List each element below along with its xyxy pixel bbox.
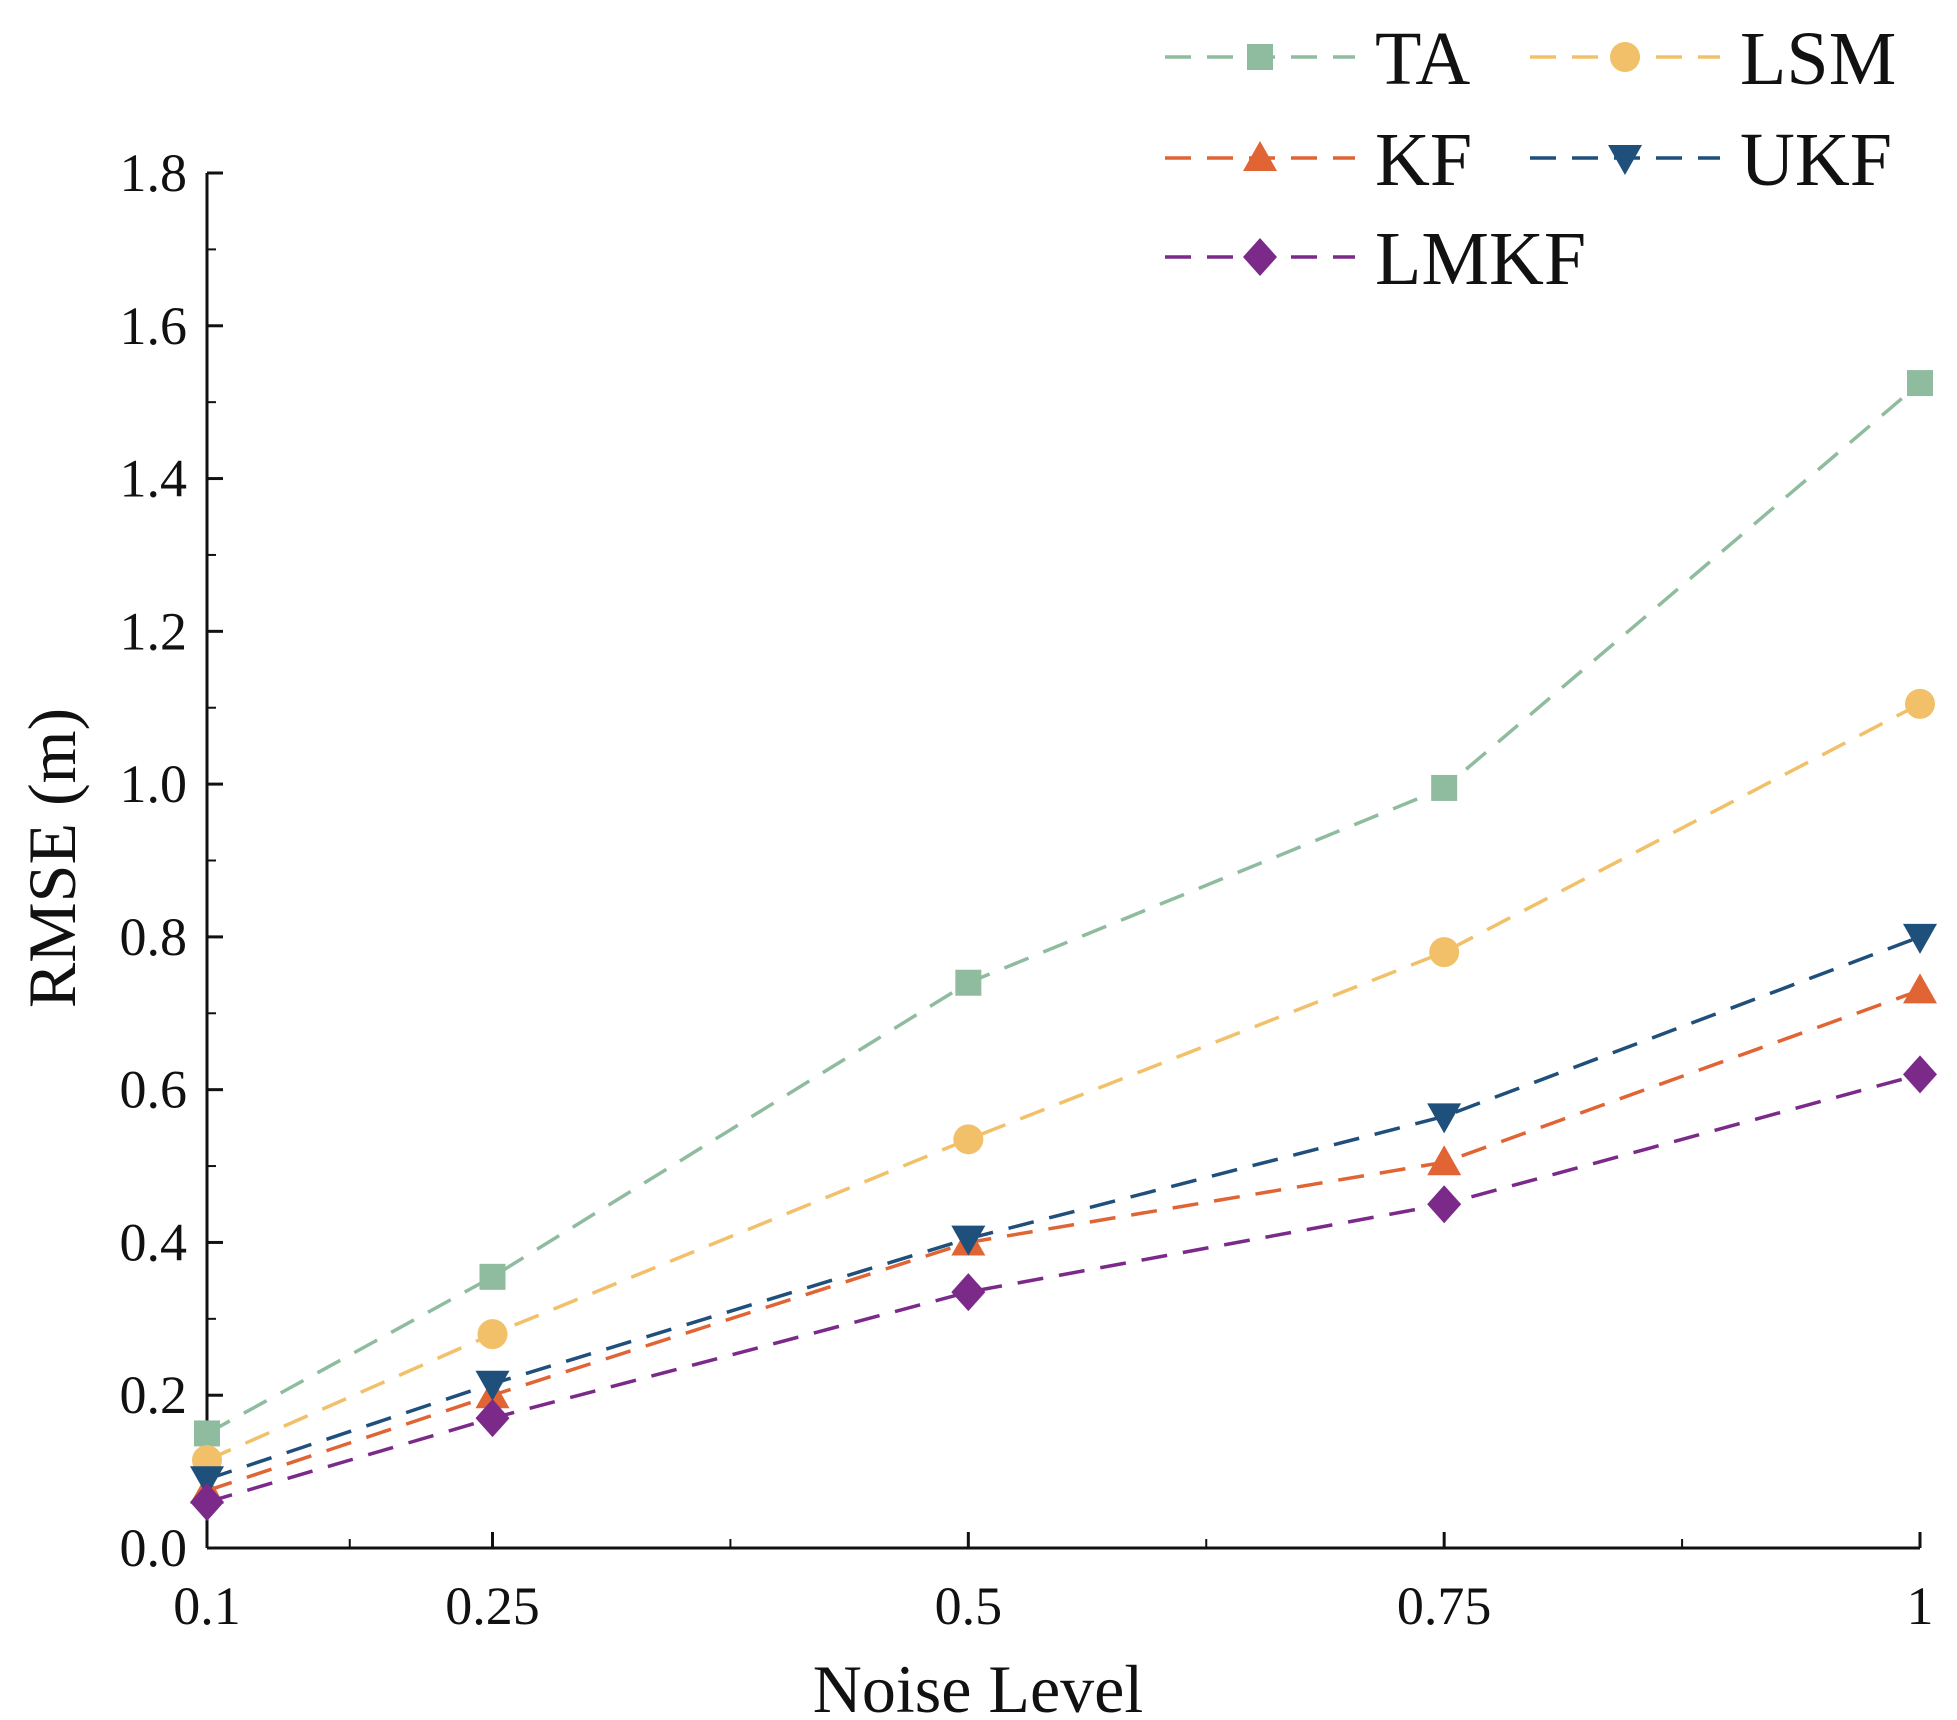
data-point-ukf [951, 1225, 986, 1256]
y-tick-label: 0.0 [120, 1518, 188, 1578]
series-line-ukf [206, 935, 1921, 1481]
data-point-ta [1431, 774, 1458, 801]
legend-label-lsm: LSM [1740, 17, 1896, 101]
data-point-ta [194, 1420, 220, 1447]
y-tick-label: 1.4 [120, 449, 188, 509]
y-tick-label: 0.2 [120, 1365, 188, 1425]
data-point-lmkf [1427, 1185, 1462, 1224]
data-point-ta [955, 969, 982, 996]
x-tick-label: 0.5 [935, 1576, 1003, 1636]
y-tick-label: 1.2 [120, 601, 188, 661]
y-tick-label: 0.6 [120, 1060, 188, 1120]
data-point-kf [1903, 973, 1937, 1004]
data-point-lmkf [1903, 1055, 1937, 1094]
data-point-kf [1427, 1145, 1462, 1176]
plot-area [190, 370, 1937, 1522]
y-tick-label: 1.8 [120, 143, 188, 203]
data-point-lmkf [190, 1483, 224, 1522]
series-line-lmkf [206, 1072, 1921, 1504]
data-point-lsm [1905, 688, 1935, 719]
data-point-lmkf [475, 1399, 510, 1438]
series-line-lsm [206, 702, 1921, 1462]
legend-marker-kf [1243, 141, 1277, 171]
data-point-ukf [190, 1466, 224, 1497]
data-point-lsm [1429, 937, 1460, 968]
y-tick-label: 0.4 [120, 1212, 188, 1272]
data-point-ukf [1427, 1103, 1462, 1134]
x-tick-label: 0.1 [173, 1576, 241, 1636]
legend: TA LSM KF UKF LMKF [1165, 17, 1896, 301]
data-point-ukf [475, 1370, 510, 1401]
legend-marker-lmkf [1243, 238, 1277, 276]
data-point-lsm [477, 1319, 508, 1350]
legend-label-ta: TA [1375, 17, 1470, 101]
series-line-kf [206, 988, 1921, 1493]
data-point-ta [479, 1263, 506, 1290]
x-axis-title: Noise Level [813, 1651, 1143, 1720]
data-point-ukf [1903, 923, 1937, 954]
axes: 0.0 0.2 0.4 0.6 0.8 1.0 1.2 1.4 1.6 1.8 0.1 0.25 0.5… [120, 143, 1934, 1636]
legend-marker-lsm [1610, 42, 1640, 72]
data-point-ta [1907, 370, 1933, 397]
y-tick-label: 0.8 [120, 907, 188, 967]
y-tick-label: 1.0 [120, 754, 188, 814]
y-axis-title: RMSE (m) [14, 708, 90, 1008]
legend-marker-ta [1247, 44, 1273, 70]
legend-marker-ukf [1608, 145, 1642, 175]
x-tick-label: 1 [1907, 1576, 1934, 1636]
legend-label-lmkf: LMKF [1375, 217, 1586, 301]
x-tick-label: 0.75 [1397, 1576, 1492, 1636]
x-tick-label: 0.25 [445, 1576, 540, 1636]
data-point-lmkf [951, 1273, 986, 1312]
legend-label-ukf: UKF [1740, 118, 1892, 202]
legend-label-kf: KF [1375, 118, 1472, 202]
y-tick-label: 1.6 [120, 296, 188, 356]
data-point-lsm [953, 1124, 984, 1155]
